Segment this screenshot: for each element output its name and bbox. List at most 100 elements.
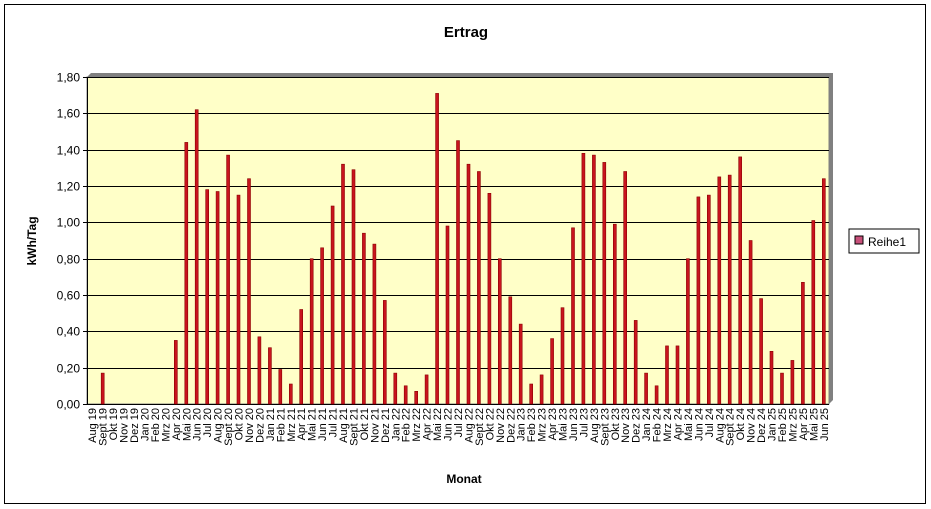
bar (247, 178, 251, 405)
bar (341, 163, 345, 405)
x-tick-label: Aug 22 (464, 408, 476, 443)
bar (299, 309, 304, 405)
x-tick-label: Okt 21 (359, 408, 371, 440)
bar (612, 223, 617, 405)
bar (487, 193, 492, 405)
x-tick-label: Jan 20 (140, 408, 152, 441)
bar (205, 189, 209, 405)
chart-title: Ertrag (444, 24, 488, 41)
bar (686, 258, 690, 405)
x-tick-label: Feb 20 (150, 408, 162, 442)
bar (623, 171, 628, 405)
x-tick-label: Feb 25 (777, 408, 789, 442)
x-tick-label: Aug 21 (338, 408, 350, 443)
x-tick-label: Mai 22 (432, 408, 444, 441)
x-tick-label: Jun 21 (317, 408, 329, 441)
bar (581, 153, 586, 405)
y-tick-label: 1,60 (57, 107, 81, 121)
bar (508, 296, 513, 405)
bar (257, 336, 262, 405)
x-tick-label: Apr 21 (296, 408, 308, 440)
x-tick-label: Nov 21 (369, 408, 381, 443)
bar (466, 163, 471, 405)
bar (477, 171, 481, 405)
x-tick-label: Feb 24 (652, 408, 664, 442)
y-tick-label: 1,40 (57, 144, 81, 158)
x-tick-label: Apr 20 (171, 408, 183, 440)
x-tick-label: Feb 23 (526, 408, 538, 442)
x-tick-label: Mrz 23 (537, 408, 549, 442)
x-tick-label: Okt 24 (735, 408, 747, 440)
bar (497, 258, 502, 405)
bar (309, 258, 314, 405)
bar (215, 191, 220, 405)
x-tick-label: Dez 23 (631, 408, 643, 443)
x-tick-label: Jun 20 (192, 408, 204, 441)
x-tick-label: Mrz 24 (662, 408, 674, 442)
x-tick-label: Apr 22 (422, 408, 434, 440)
y-tick-label: 0,80 (57, 253, 81, 267)
bar (560, 307, 565, 405)
bar (633, 320, 638, 405)
y-tick-label: 1,80 (57, 71, 81, 85)
bar (268, 347, 272, 405)
bar (414, 390, 419, 405)
x-tick-label: Nov 20 (244, 408, 256, 443)
x-tick-label: Aug 19 (87, 408, 99, 443)
bar (790, 360, 795, 405)
x-tick-label: Nov 23 (620, 408, 632, 443)
bar (184, 142, 189, 405)
y-tick-label: 0,20 (57, 362, 81, 376)
bar (780, 372, 784, 405)
x-tick-label: Aug 23 (589, 408, 601, 443)
legend: Reihe1 (848, 228, 920, 254)
bar (236, 194, 241, 405)
plot-area: 0,00 0,20 0,40 0,60 0,80 1,00 1,20 1,40 1,60 1,80… (57, 71, 833, 446)
x-tick-label: Sept 21 (349, 408, 361, 446)
bar (529, 383, 534, 405)
bar (644, 372, 648, 405)
bar (320, 247, 324, 405)
bar (738, 156, 743, 405)
x-tick-label: Sept 24 (725, 408, 737, 446)
x-tick-label: Okt 19 (108, 408, 120, 440)
bar (571, 227, 575, 405)
x-tick-label: Jun 25 (819, 408, 831, 441)
y-tick-label: 1,20 (57, 180, 81, 194)
x-tick-label: Jan 22 (390, 408, 402, 441)
x-tick-label: Jan 25 (767, 408, 779, 441)
x-tick-label: Jul 24 (704, 408, 716, 437)
x-tick-label: Mrz 20 (160, 408, 172, 442)
x-tick-label: Jul 20 (202, 408, 214, 437)
x-tick-label: Aug 24 (714, 408, 726, 443)
bar (456, 140, 460, 405)
x-tick-label: Mai 20 (181, 408, 193, 441)
bar (592, 154, 596, 405)
x-tick-label: Apr 23 (547, 408, 559, 440)
bar (821, 178, 826, 405)
x-tick-label: Mai 24 (683, 408, 695, 441)
x-tick-label: Dez 21 (380, 408, 392, 443)
x-tick-label: Sept 20 (223, 408, 235, 446)
bar (445, 225, 450, 405)
x-tick-label: Jul 23 (578, 408, 590, 437)
bar (518, 323, 523, 405)
bar (393, 372, 398, 405)
x-tick-label: Mai 25 (808, 408, 820, 441)
x-tick-label: Sept 23 (599, 408, 611, 446)
x-tick-label: Dez 22 (505, 408, 517, 443)
bar (748, 240, 753, 405)
bar (226, 154, 230, 405)
x-tick-label: Mai 23 (558, 408, 570, 441)
x-tick-label: Jan 23 (516, 408, 528, 441)
bar (706, 194, 711, 405)
bar (330, 205, 335, 405)
y-tick-label: 1,00 (57, 216, 81, 230)
bar (100, 372, 105, 405)
y-tick-label: 0,40 (57, 325, 81, 339)
bar (801, 281, 805, 405)
bar (362, 232, 366, 405)
x-tick-label: Sept 22 (474, 408, 486, 446)
bar (550, 338, 554, 405)
y-axis-title: kWh/Tag (25, 216, 39, 265)
